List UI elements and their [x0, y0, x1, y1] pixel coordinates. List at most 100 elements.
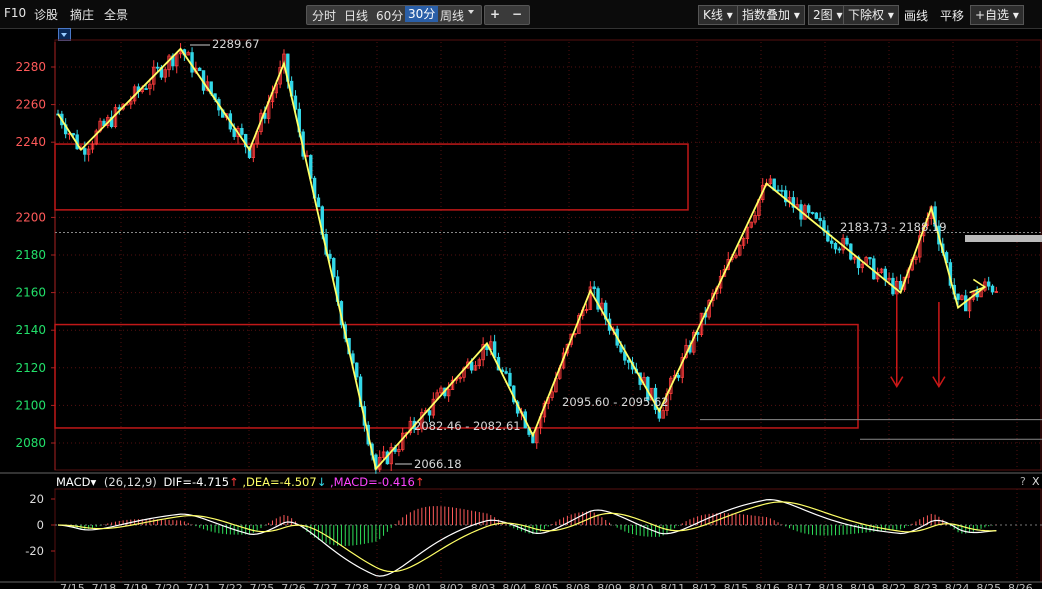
candle-body — [439, 387, 443, 394]
candle-body — [148, 83, 152, 90]
candle-body — [565, 343, 570, 354]
candle-body — [868, 257, 872, 260]
candle-body — [887, 277, 891, 281]
period-weekly[interactable]: 周线 — [440, 9, 465, 23]
candle-body — [332, 258, 336, 278]
price-annotation: 2095.60 - 2095.62 — [562, 395, 669, 409]
adjust-label: 下除权 — [848, 8, 885, 22]
adjust-dropdown[interactable]: 下除权 ▾ — [843, 5, 899, 25]
y-tick-label: 2200 — [15, 210, 46, 224]
candle-body — [477, 359, 481, 367]
candle-body — [745, 226, 750, 239]
candle-body — [795, 204, 799, 208]
period-daily[interactable]: 日线 — [344, 9, 369, 23]
candle-body — [592, 286, 596, 290]
stock-diagnosis-button[interactable]: 诊股 — [34, 8, 59, 22]
x-tick-label: 7/15 — [60, 582, 85, 589]
x-tick-label: 8/01 — [408, 582, 433, 589]
candle-body — [986, 281, 991, 287]
candle-body — [818, 218, 822, 222]
candle-body — [198, 67, 202, 72]
candle-body — [711, 293, 715, 301]
watchlist-dropdown[interactable]: +自选 ▾ — [970, 5, 1024, 25]
macd-params: (26,12,9) — [103, 475, 157, 489]
candle-body — [416, 428, 420, 430]
pick-dealer-button[interactable]: 摘庄 — [70, 8, 95, 22]
candle-body — [722, 269, 727, 277]
candle-body — [186, 52, 190, 56]
candle-body — [163, 69, 167, 78]
chart-menu-toggle[interactable] — [58, 28, 71, 41]
candle-body — [833, 243, 838, 250]
candle-body — [780, 189, 784, 192]
candle-body — [420, 412, 424, 429]
f10-button[interactable]: F10 — [4, 6, 27, 20]
pan-button[interactable]: 平移 — [940, 9, 965, 23]
two-charts-dropdown[interactable]: 2图 ▾ — [808, 5, 848, 25]
x-tick-label: 7/26 — [281, 582, 306, 589]
kline-label: K线 — [703, 8, 723, 22]
chevron-down-icon[interactable] — [468, 10, 474, 14]
zoom-out-button[interactable]: − — [512, 7, 523, 21]
macd-legend: MACD▾ (26,12,9) DIF=-4.715↑ ,DEA=-4.507↓… — [56, 475, 425, 489]
macd-y-tick: 0 — [37, 518, 44, 532]
candle-body — [810, 212, 815, 214]
draw-line-button[interactable]: 画线 — [904, 9, 929, 23]
candle-body — [504, 371, 508, 374]
x-tick-label: 7/20 — [155, 582, 180, 589]
x-tick-label: 8/05 — [534, 582, 559, 589]
help-icon[interactable]: ? — [1020, 475, 1026, 488]
kline-dropdown[interactable]: K线 ▾ — [698, 5, 738, 25]
support-resistance-box — [54, 323, 859, 429]
candle-body — [316, 197, 321, 208]
zoom-in-button[interactable]: + — [490, 7, 501, 21]
period-60min[interactable]: 60分 — [376, 9, 404, 23]
x-tick-label: 8/12 — [692, 582, 717, 589]
candle-body — [596, 288, 600, 310]
close-icon[interactable]: X — [1032, 475, 1040, 488]
x-tick-label: 7/22 — [218, 582, 243, 589]
candle-body — [240, 128, 244, 135]
top-toolbar: F10 诊股 摘庄 全景 分时 日线 60分 30分 周线 + − K线 ▾ 指… — [0, 0, 1042, 29]
candle-body — [232, 128, 236, 137]
period-intraday[interactable]: 分时 — [312, 9, 337, 23]
macd-dea-line — [57, 501, 997, 573]
x-tick-label: 7/19 — [123, 582, 148, 589]
candle-body — [898, 280, 903, 290]
macd-plot-frame — [54, 488, 1042, 583]
y-tick-label: 2160 — [15, 286, 46, 300]
macd-dif-line — [57, 499, 997, 577]
candle-body — [397, 448, 401, 452]
candle-body — [90, 143, 95, 150]
y-tick-label: 2180 — [15, 248, 46, 262]
candle-body — [83, 148, 87, 155]
down-arrow-head — [932, 376, 946, 389]
watchlist-label: +自选 — [975, 8, 1010, 22]
x-tick-label: 8/17 — [787, 582, 812, 589]
candle-body — [768, 178, 773, 184]
x-tick-label: 8/09 — [597, 582, 622, 589]
x-tick-label: 8/10 — [629, 582, 654, 589]
candle-body — [427, 410, 432, 416]
panorama-button[interactable]: 全景 — [104, 8, 129, 22]
candle-body — [872, 258, 876, 280]
candle-body — [726, 258, 730, 270]
candle-body — [856, 256, 861, 269]
macd-dif: DIF=-4.715 — [163, 475, 230, 489]
candle-body — [355, 362, 359, 378]
period-30min[interactable]: 30分 — [405, 6, 439, 22]
y-tick-label: 2120 — [15, 361, 46, 375]
current-price-marker — [965, 235, 1042, 242]
x-tick-label: 8/24 — [945, 582, 970, 589]
candle-body — [408, 420, 413, 434]
wave-zigzag-line — [57, 47, 986, 471]
index-overlay-dropdown[interactable]: 指数叠加 ▾ — [737, 5, 805, 25]
candle-body — [738, 244, 742, 256]
candle-body — [71, 133, 76, 136]
candle-body — [826, 230, 830, 242]
candle-body — [293, 95, 298, 110]
macd-label[interactable]: MACD — [56, 475, 91, 489]
candle-body — [431, 398, 436, 416]
up-arrow-icon: ↑ — [229, 475, 239, 489]
